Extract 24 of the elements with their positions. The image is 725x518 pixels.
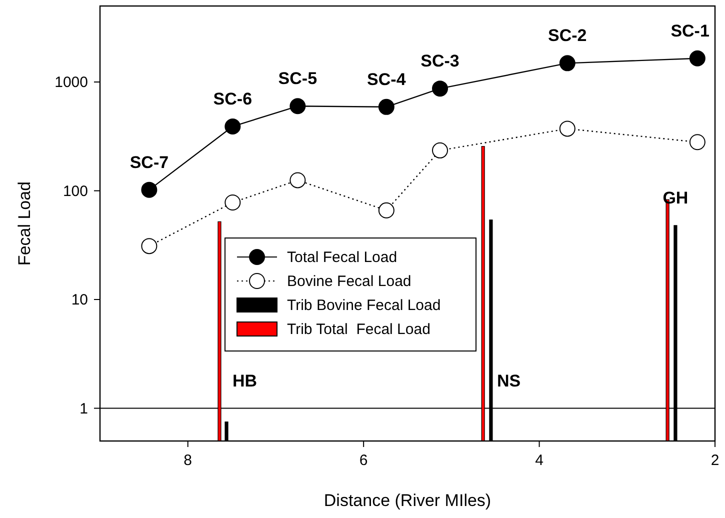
y-tick-label: 1 — [80, 400, 88, 418]
annotation: SC-4 — [367, 70, 406, 89]
x-axis-title: Distance (River MIles) — [324, 491, 492, 510]
annotation: NS — [496, 371, 521, 390]
x-tick-label: 4 — [535, 452, 544, 469]
legend-label: Trib Total Fecal Load — [287, 321, 430, 338]
annotation: GH — [662, 188, 688, 208]
y-axis-title: Fecal Load — [15, 181, 34, 266]
y-tick-label: 1000 — [54, 74, 88, 92]
legend-label: Total Fecal Load — [287, 249, 398, 266]
annotation: SC-7 — [130, 152, 169, 172]
legend-label: Trib Bovine Fecal Load — [287, 297, 441, 314]
legend-label: Bovine Fecal Load — [287, 273, 412, 290]
x-tick-label: 2 — [710, 452, 720, 469]
x-tick-label: 6 — [359, 452, 368, 469]
y-tick-label: 100 — [62, 182, 88, 200]
annotation: HB — [232, 371, 258, 390]
annotation: SC-1 — [670, 21, 710, 40]
y-tick-label: 10 — [71, 292, 88, 309]
annotation: SC-5 — [278, 69, 318, 88]
annotation: SC-2 — [548, 26, 587, 46]
x-tick-label: 8 — [184, 452, 192, 469]
annotation: SC-6 — [213, 89, 252, 108]
annotation: SC-3 — [420, 52, 460, 71]
